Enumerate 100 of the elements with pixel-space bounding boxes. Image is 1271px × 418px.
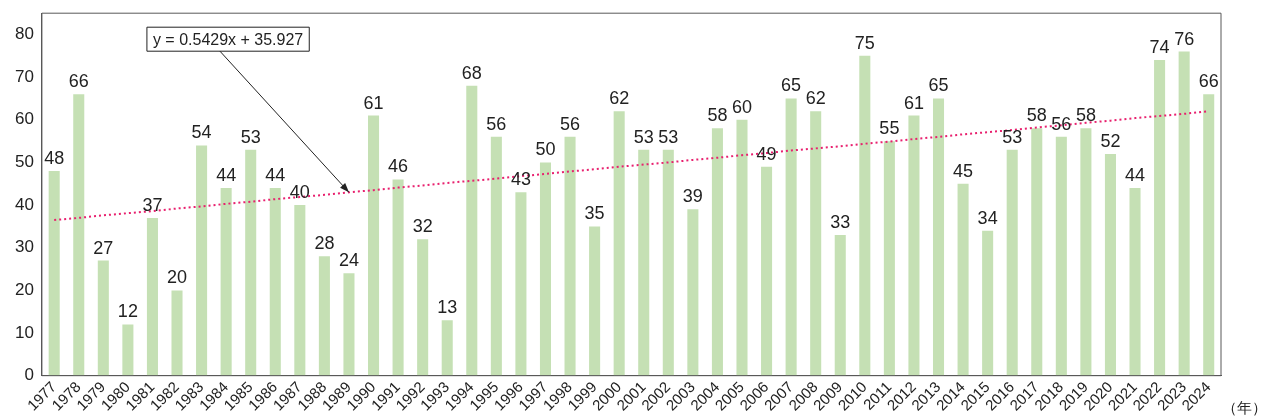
- bar: [1104, 153, 1116, 376]
- data-label: 56: [560, 113, 581, 134]
- bar: [171, 290, 183, 376]
- bar: [1080, 128, 1092, 376]
- bar: [97, 260, 109, 376]
- bar: [466, 85, 478, 376]
- data-label: 44: [265, 165, 286, 186]
- bar: [687, 209, 699, 376]
- data-label: 32: [412, 216, 433, 237]
- data-label: 12: [117, 301, 138, 322]
- bar: [490, 136, 502, 376]
- data-label: 75: [854, 32, 875, 53]
- data-label: 40: [289, 182, 310, 203]
- data-label: 76: [1174, 28, 1195, 49]
- bar: [761, 166, 773, 376]
- bar: [932, 98, 945, 376]
- bar: [392, 179, 404, 376]
- y-tick-label: 30: [14, 237, 34, 257]
- data-label: 58: [707, 105, 728, 126]
- bar: [1154, 60, 1166, 376]
- bar: [859, 55, 871, 376]
- data-label: 52: [1100, 130, 1121, 151]
- y-tick-label: 50: [14, 152, 34, 172]
- bar: [1203, 94, 1215, 376]
- data-label: 66: [68, 71, 89, 92]
- data-label: 43: [510, 169, 531, 190]
- bar: [515, 192, 527, 376]
- bar: [441, 320, 453, 376]
- x-axis-title: （年）: [1222, 398, 1267, 416]
- bar: [589, 226, 601, 376]
- data-label: 62: [805, 88, 826, 109]
- bar: [736, 119, 748, 376]
- data-label: 55: [879, 118, 900, 139]
- data-label: 49: [756, 143, 777, 164]
- bar: [957, 183, 969, 376]
- data-label: 62: [609, 88, 630, 109]
- bar: [908, 115, 920, 376]
- bar: [662, 149, 674, 376]
- bar: [711, 128, 723, 376]
- data-label: 65: [928, 75, 949, 96]
- y-tick-label: 0: [24, 365, 34, 385]
- y-tick-label: 70: [14, 66, 34, 86]
- data-label: 54: [191, 122, 212, 143]
- bar: [613, 111, 625, 376]
- bar: [1055, 136, 1067, 376]
- bar: [417, 239, 429, 376]
- data-label: 58: [1026, 105, 1047, 126]
- data-label: 35: [584, 203, 605, 224]
- data-label: 56: [1051, 113, 1072, 134]
- bar: [982, 230, 994, 376]
- bar: [1129, 188, 1141, 376]
- data-label: 27: [93, 237, 114, 258]
- bar: [220, 188, 232, 376]
- data-label: 37: [142, 194, 163, 215]
- data-label: 50: [535, 139, 556, 160]
- bar: [368, 115, 380, 376]
- data-label: 60: [731, 96, 753, 117]
- bar: [1178, 51, 1190, 376]
- data-label: 13: [437, 297, 458, 318]
- data-label: 53: [1002, 126, 1023, 147]
- data-label: 74: [1149, 37, 1170, 58]
- data-label: 39: [682, 186, 703, 207]
- data-label: 20: [167, 267, 188, 288]
- bar: [318, 256, 330, 376]
- data-label: 44: [216, 165, 237, 186]
- data-label: 56: [486, 113, 507, 134]
- bar: [73, 94, 85, 376]
- data-label: 53: [633, 126, 654, 147]
- data-label: 33: [830, 211, 851, 232]
- bar: [1006, 149, 1018, 376]
- data-label: 46: [388, 156, 409, 177]
- bar: [269, 188, 281, 376]
- y-tick-label: 60: [14, 109, 34, 129]
- data-label: 53: [658, 126, 679, 147]
- data-label: 66: [1198, 71, 1219, 92]
- data-label: 28: [314, 233, 335, 254]
- data-label: 61: [903, 92, 924, 113]
- bar: [294, 205, 306, 376]
- bar: [539, 162, 552, 376]
- annotation: y = 0.5429x + 35.927: [152, 30, 304, 48]
- bar: [245, 149, 257, 376]
- y-tick-label: 20: [14, 280, 34, 300]
- data-label: 24: [338, 250, 359, 271]
- data-label: 53: [240, 126, 261, 147]
- bar: [343, 273, 355, 376]
- bar: [564, 136, 576, 376]
- data-label: 44: [1125, 165, 1146, 186]
- y-tick-label: 40: [14, 194, 34, 214]
- bar: [785, 98, 797, 376]
- bar: [196, 145, 208, 376]
- bar: [638, 149, 650, 376]
- data-label: 48: [44, 147, 65, 168]
- data-label: 65: [781, 75, 802, 96]
- bar: [810, 111, 822, 376]
- bar: [48, 170, 60, 376]
- data-label: 68: [461, 62, 482, 83]
- bar: [146, 217, 158, 376]
- data-label: 61: [363, 92, 384, 113]
- data-label: 45: [953, 160, 974, 181]
- y-tick-label: 10: [14, 322, 34, 342]
